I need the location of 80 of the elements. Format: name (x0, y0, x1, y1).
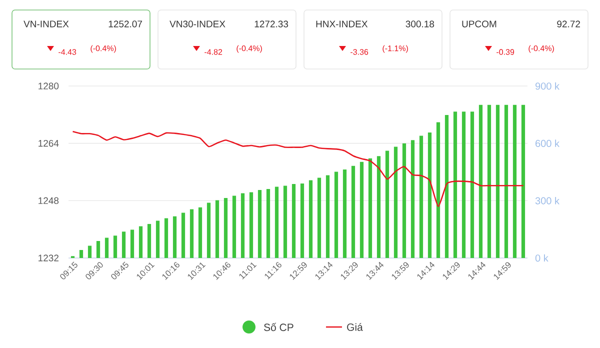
y-tick-label: 1248 (38, 197, 59, 204)
y-tick-label: 1264 (38, 140, 59, 147)
text: VN-INDEX (24, 20, 69, 28)
text: VN30-INDEX (170, 20, 226, 28)
bar (376, 156, 381, 258)
bar (360, 162, 364, 258)
bar (444, 115, 449, 258)
bar (453, 112, 458, 258)
bar (138, 226, 143, 258)
text: HNX-INDEX (316, 20, 368, 28)
bar (351, 166, 356, 258)
text: -4.43 (58, 49, 76, 55)
line-series (72, 130, 524, 208)
bar (232, 196, 236, 258)
bar (385, 150, 390, 258)
bar (487, 104, 492, 258)
bar (224, 198, 228, 258)
bar (249, 192, 254, 258)
text: (-0.4%) (528, 45, 554, 53)
bar (512, 104, 517, 258)
bar (478, 104, 483, 258)
bar (300, 183, 304, 258)
bar (496, 104, 500, 258)
y2-tick-label: 0 k (535, 254, 548, 262)
bar (88, 246, 92, 258)
bar (521, 104, 526, 258)
y-tick-label: 1232 (38, 254, 59, 262)
text: 1272.33 (254, 20, 288, 28)
bar (342, 170, 347, 258)
bar (394, 146, 398, 258)
y-tick-label: 1280 (38, 82, 59, 90)
text: (-1.1%) (382, 45, 408, 53)
bar (402, 143, 406, 258)
y2-tick-label: 300 k (535, 196, 560, 204)
bar (334, 172, 338, 258)
bar (283, 186, 288, 258)
bar (462, 112, 466, 258)
bar (470, 112, 474, 258)
bar (130, 230, 134, 258)
text: UPCOM (462, 20, 496, 28)
bar (206, 202, 211, 258)
text: -3.36 (350, 49, 368, 55)
bar (410, 140, 415, 258)
bar (198, 207, 202, 258)
bar (436, 122, 440, 258)
bar (428, 132, 432, 258)
text: 1252.07 (108, 20, 142, 28)
text: (-0.4%) (236, 45, 262, 53)
legend-label: Giá (347, 323, 363, 331)
bar (96, 240, 100, 258)
bar (122, 232, 126, 258)
bar (113, 236, 118, 258)
bar (240, 193, 245, 258)
bar (104, 238, 109, 258)
bar (172, 216, 177, 258)
y2-tick-label: 900 k (535, 82, 560, 90)
bar (419, 136, 424, 258)
bar (326, 175, 330, 258)
bar (504, 104, 508, 258)
bar (317, 178, 322, 258)
bar (190, 209, 194, 258)
bar (156, 220, 160, 258)
text: (-0.4%) (90, 45, 116, 53)
bar (147, 224, 152, 258)
text: -0.39 (496, 49, 514, 55)
text: 92.72 (557, 20, 580, 28)
bar (79, 250, 84, 258)
text: -4.82 (204, 49, 222, 55)
text: 300.18 (406, 20, 434, 28)
bar (181, 212, 186, 258)
bar (258, 190, 262, 258)
y2-tick-label: 600 k (536, 140, 560, 147)
bar (308, 180, 313, 258)
bar (164, 218, 168, 258)
bar (274, 186, 279, 258)
bar (368, 158, 372, 258)
bar (215, 200, 220, 258)
bar (292, 184, 296, 258)
legend-label: Số CP (264, 322, 294, 332)
bar (266, 189, 270, 258)
